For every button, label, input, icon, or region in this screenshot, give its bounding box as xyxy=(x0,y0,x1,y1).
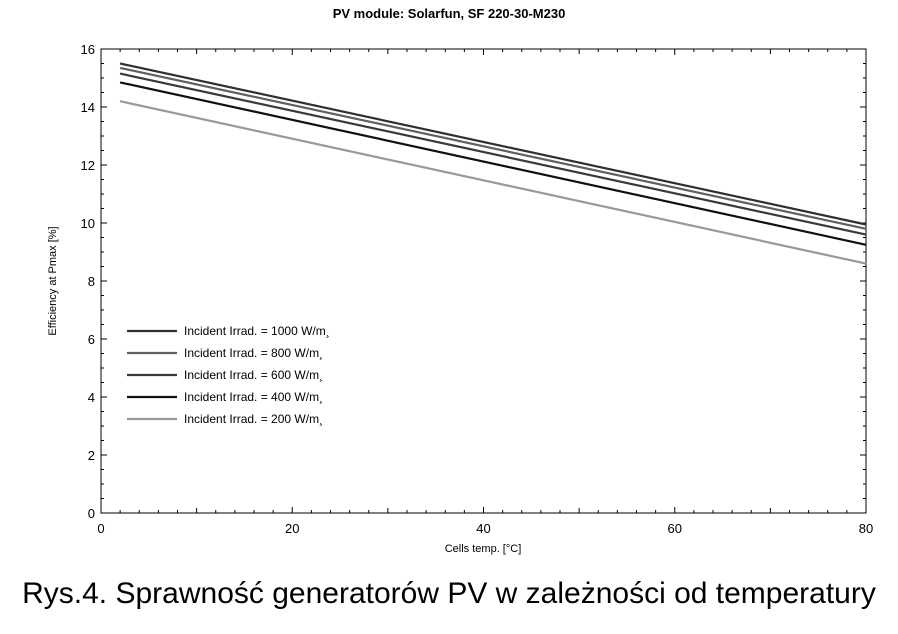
axis-ticks: 0 2 4 6 8 10 12 14 16 0 20 40 60 80 xyxy=(81,42,874,536)
y-tick-label: 14 xyxy=(81,100,95,115)
series-line-1 xyxy=(119,62,867,226)
y-tick-label: 0 xyxy=(88,506,95,521)
x-tick-label: 60 xyxy=(668,521,682,536)
legend: Incident Irrad. = 1000 W/m¸ Incident Irra… xyxy=(127,324,330,426)
series-line-2 xyxy=(119,66,867,230)
y-tick-label: 10 xyxy=(81,216,95,231)
x-tick-label: 20 xyxy=(285,521,299,536)
plot-frame xyxy=(100,48,867,514)
y-tick-label: 2 xyxy=(88,448,95,463)
y-tick-label: 16 xyxy=(81,42,95,57)
efficiency-line-chart: PV module: Solarfun, SF 220-30-M230 0 2 4 6… xyxy=(47,6,874,555)
legend-label: Incident Irrad. = 600 W/m¸ xyxy=(184,368,323,382)
series-line-4 xyxy=(119,81,867,246)
x-tick-label: 0 xyxy=(97,521,104,536)
series-line-3 xyxy=(119,72,867,236)
y-tick-label: 12 xyxy=(81,158,95,173)
x-tick-label: 40 xyxy=(476,521,490,536)
chart-title: PV module: Solarfun, SF 220-30-M230 xyxy=(333,6,566,21)
legend-label: Incident Irrad. = 1000 W/m¸ xyxy=(184,324,330,338)
legend-label: Incident Irrad. = 800 W/m¸ xyxy=(184,346,323,360)
legend-label: Incident Irrad. = 400 W/m¸ xyxy=(184,390,323,404)
x-axis-label: Cells temp. [°C] xyxy=(445,543,522,555)
y-tick-label: 4 xyxy=(88,390,95,405)
y-tick-label: 6 xyxy=(88,332,95,347)
series-lines xyxy=(119,62,867,265)
legend-label: Incident Irrad. = 200 W/m¸ xyxy=(184,412,323,426)
y-tick-label: 8 xyxy=(88,274,95,289)
x-tick-label: 80 xyxy=(859,521,873,536)
y-axis-label: Efficiency at Pmax [%] xyxy=(47,226,59,335)
figure-caption: Rys.4. Sprawność generatorów PV w zależn… xyxy=(22,577,876,610)
series-line-5 xyxy=(119,100,867,265)
